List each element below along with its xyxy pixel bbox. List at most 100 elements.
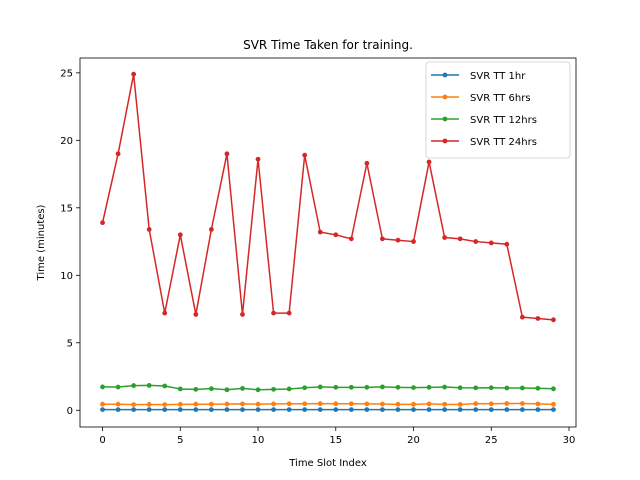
data-point (519, 314, 525, 320)
data-point (519, 407, 525, 412)
data-point (442, 235, 448, 240)
data-point (395, 401, 401, 407)
data-point (504, 385, 510, 391)
data-point (286, 386, 292, 392)
data-point (426, 401, 432, 407)
data-point (348, 384, 354, 390)
data-point (286, 401, 292, 407)
data-point (146, 227, 152, 232)
data-point (240, 401, 245, 407)
data-point (271, 407, 276, 412)
data-point (271, 401, 276, 407)
data-point (348, 407, 354, 412)
data-point (411, 385, 416, 390)
data-point (551, 317, 556, 323)
data-point (255, 401, 261, 407)
data-point (333, 232, 339, 238)
data-point (333, 401, 339, 407)
data-point (208, 407, 214, 412)
data-point (100, 401, 105, 407)
data-point (442, 407, 448, 412)
data-point (131, 407, 137, 412)
x-tick-label: 30 (563, 435, 576, 446)
data-point (395, 237, 401, 243)
data-point (302, 385, 308, 391)
data-point (255, 387, 261, 393)
x-tick-label: 5 (177, 435, 183, 446)
data-point (177, 401, 183, 407)
data-point (255, 407, 261, 412)
x-tick-label: 25 (485, 435, 498, 446)
legend-marker (442, 116, 448, 122)
data-point (473, 385, 479, 391)
data-point (395, 384, 401, 390)
data-point (535, 385, 541, 391)
series-svr-tt-12hrs (100, 383, 556, 393)
data-point (535, 401, 541, 407)
legend-label: SVR TT 1hr (470, 71, 526, 82)
data-point (380, 236, 385, 242)
series-svr-tt-1hr (100, 407, 556, 412)
data-point (364, 384, 370, 390)
x-tick-label: 0 (99, 435, 105, 446)
data-point (442, 384, 448, 390)
data-point (411, 407, 416, 412)
data-point (395, 407, 401, 412)
data-point (146, 383, 152, 388)
series-line (102, 402, 554, 406)
data-point (504, 241, 510, 247)
data-point (115, 407, 121, 412)
data-point (519, 401, 525, 406)
series-svr-tt-6hrs (100, 401, 556, 407)
legend-label: SVR TT 12hrs (470, 115, 537, 126)
x-tick-label: 10 (252, 435, 265, 446)
data-point (208, 227, 214, 232)
data-point (380, 384, 385, 390)
data-point (162, 407, 168, 412)
data-point (473, 401, 479, 407)
series-layer (100, 71, 556, 412)
data-point (224, 387, 230, 393)
data-point (551, 386, 556, 392)
data-point (348, 236, 354, 242)
data-point (224, 151, 230, 157)
data-point (535, 407, 541, 412)
data-point (177, 407, 183, 412)
data-point (177, 386, 183, 392)
y-tick-label: 0 (67, 406, 73, 417)
data-point (380, 407, 385, 412)
data-point (504, 407, 510, 412)
x-axis-title: Time Slot Index (288, 458, 367, 469)
data-point (442, 401, 448, 407)
data-point (457, 236, 463, 242)
data-point (488, 385, 494, 391)
y-axis-title: Time (minutes) (36, 204, 47, 281)
data-point (535, 316, 541, 321)
series-svr-tt-24hrs (100, 71, 556, 323)
data-point (302, 401, 308, 407)
data-point (317, 384, 323, 390)
data-point (457, 407, 463, 412)
legend-label: SVR TT 6hrs (470, 93, 531, 104)
data-point (426, 384, 432, 390)
data-point (100, 407, 105, 412)
legend-label: SVR TT 24hrs (470, 137, 537, 148)
data-point (240, 407, 245, 412)
data-point (317, 407, 323, 412)
data-point (504, 401, 510, 406)
data-point (473, 239, 479, 244)
data-point (488, 407, 494, 412)
data-point (411, 239, 416, 244)
data-point (193, 312, 199, 317)
data-point (208, 386, 214, 392)
data-point (519, 385, 525, 391)
y-tick-label: 25 (60, 68, 73, 79)
data-point (255, 156, 261, 162)
data-point (224, 401, 230, 407)
data-point (551, 407, 556, 412)
data-point (411, 401, 416, 407)
data-point (115, 151, 121, 157)
data-point (271, 386, 276, 392)
legend: SVR TT 1hr SVR TT 6hrs SVR TT 12hrs SVR TT … (425, 61, 571, 159)
